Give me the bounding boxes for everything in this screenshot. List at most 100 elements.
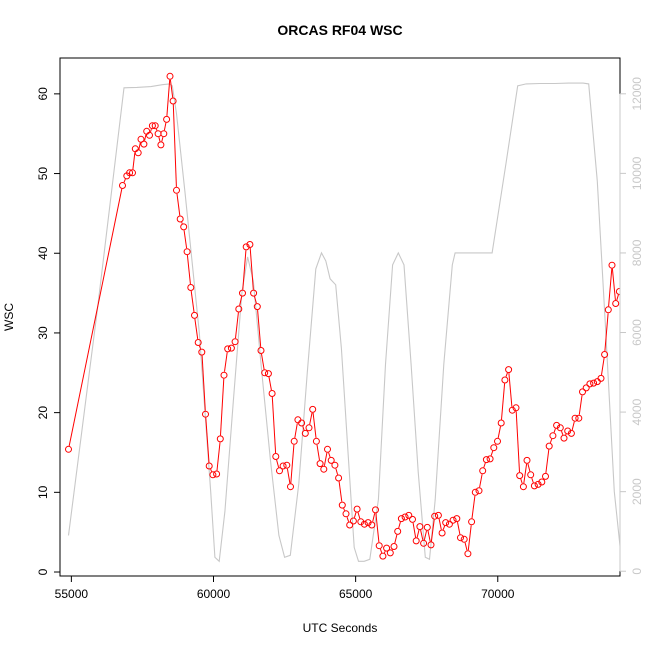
wsc-line-segment [483,462,486,468]
wsc-point [198,348,206,356]
wsc-point [134,149,142,157]
wsc-line-segment [343,508,346,511]
wsc-point [560,434,568,442]
wsc-line-segment [123,178,126,183]
x-tick-label: 55000 [55,587,89,601]
wsc-line-segment [158,136,161,142]
wsc-line-segment [224,352,228,372]
wsc-point [612,300,620,307]
wsc-point [353,505,361,513]
wsc-point [479,467,487,475]
wsc-line-segment [430,519,435,542]
wsc-line-segment [328,452,331,458]
wsc-point [213,470,221,478]
wsc-point [338,501,346,509]
wsc-point [257,347,265,354]
wsc-line-segment [316,444,320,461]
wsc-line-segment [623,325,626,395]
wsc-line-segment [235,312,239,339]
wsc-line-segment [176,193,181,216]
y-tick-label: 30 [36,326,50,340]
wsc-line-segment [261,353,265,370]
wsc-line-segment [302,426,305,431]
x-tick-label: 60000 [197,587,231,601]
wsc-line-segment [545,449,550,473]
wsc-point [423,523,431,531]
wsc-line-segment [201,355,206,411]
wsc-line-segment [312,412,317,438]
wsc-line-segment [420,529,424,541]
wsc-line-segment [286,468,291,484]
wsc-line-segment [205,417,210,463]
wsc-line-segment [604,313,609,352]
wsc-line-segment [242,250,247,290]
wsc-point [331,461,339,469]
wsc-point [335,474,343,482]
wsc-line-segment [578,395,583,415]
wsc-point [631,445,637,451]
wsc-line-segment [464,542,468,551]
y2-tick-label: 4000 [630,398,644,425]
wsc-line-segment [338,481,343,502]
y2-tick-label: 6000 [630,319,644,346]
wsc-line-segment [294,423,298,438]
wsc-line-segment [372,513,376,522]
wsc-line-segment [239,296,243,306]
wsc-point [327,456,335,464]
wsc-line-segment [161,136,164,142]
wsc-point [464,550,472,558]
wsc-point [475,487,483,495]
wsc-point [420,539,428,547]
wsc-point [505,366,513,374]
wsc-point [593,378,601,386]
wsc-point [494,437,501,445]
wsc-point [346,521,354,529]
wsc-point [268,390,276,397]
wsc-line-segment [505,372,508,377]
wsc-point [564,427,572,435]
wsc-line-segment [379,548,383,553]
wsc-point [176,215,184,223]
wsc-point [309,405,317,413]
wsc-line-segment [276,459,280,468]
wsc-line-segment [163,122,167,131]
wsc-line-segment [375,513,380,543]
wsc-point [235,305,243,313]
wsc-line-segment [220,378,225,436]
wsc-line-segment [181,221,183,224]
wsc-point [383,544,391,552]
wsc-line-segment [249,247,254,290]
wsc-line-segment [416,529,420,538]
wsc-point [126,169,134,177]
wsc-line-segment [357,512,361,519]
y-tick-label: 40 [36,246,50,260]
wsc-point [129,169,136,177]
wsc-line-segment [254,296,257,304]
wsc-line-segment [150,128,152,133]
wsc-point [276,467,283,475]
wsc-point [157,141,165,149]
wsc-point [301,429,309,437]
wsc-line-segment [183,230,188,249]
wsc-point [287,483,294,491]
wsc-point [261,369,269,377]
wsc-point [553,421,561,429]
wsc-point [253,303,261,311]
wsc-line-segment [186,255,191,285]
wsc-line-segment [561,430,564,435]
y2-tick-label: 2000 [630,478,644,505]
wsc-point [597,374,605,382]
y2-tick-label: 10000 [630,156,644,190]
wsc-point [151,122,159,130]
wsc-point [586,380,594,388]
wsc-point [567,429,575,437]
altitude-line [67,82,620,563]
wsc-line-segment [553,428,556,433]
x-tick-label: 70000 [481,587,515,601]
wsc-point [202,410,209,418]
wsc-line-segment [523,463,528,484]
wsc-point [316,460,324,468]
wsc-point [619,320,620,324]
wsc-line-segment [412,522,417,538]
